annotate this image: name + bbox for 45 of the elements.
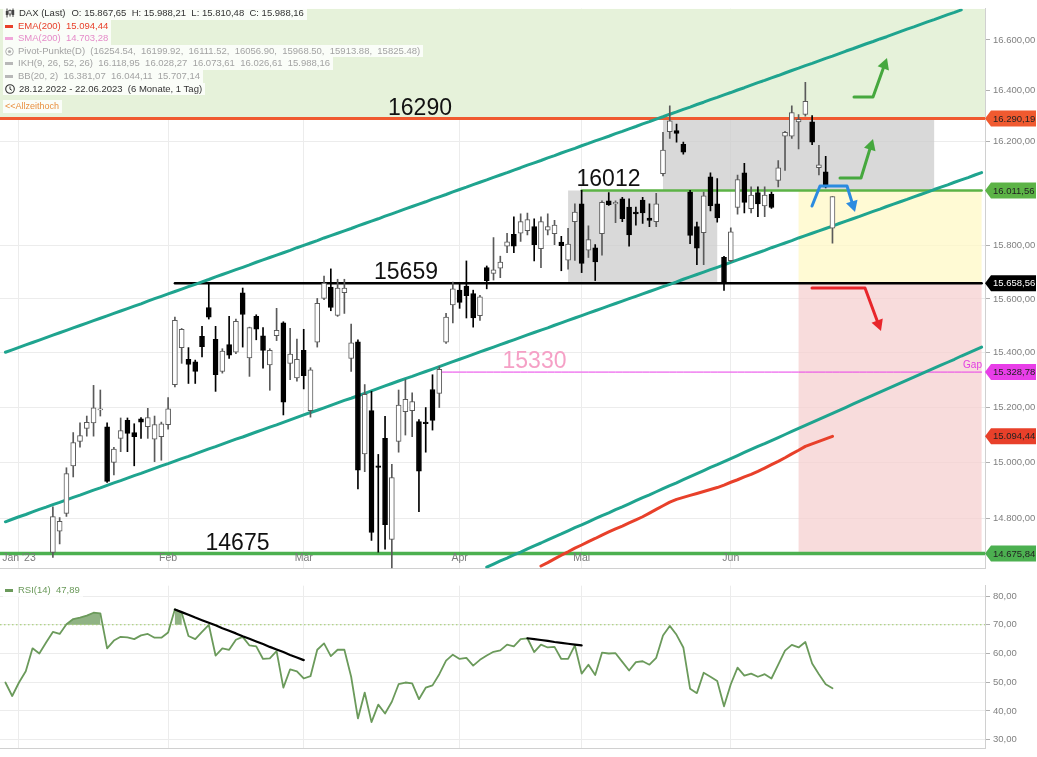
ref-line-label: 16.290,19 [993, 112, 1036, 124]
chart-title: DAX (Last) [19, 7, 66, 18]
y-tick-label: 15.800,00 [993, 239, 1036, 251]
candlestick [375, 454, 382, 553]
annotation: BB(20, 2) 16.381,07 16.044,11 15.707,14 [18, 69, 201, 81]
y-tick-label: 14.800,00 [993, 512, 1036, 524]
candlestick [287, 327, 293, 380]
y-tick-label: 16.600,00 [993, 33, 1036, 45]
annotation: SMA(200) 14.703,28 [18, 32, 109, 44]
y-tick-label: 15.658,56 [993, 277, 1036, 289]
y-tick-label: 15.094,44 [993, 430, 1036, 442]
x-tick-label: Mär [294, 551, 314, 564]
y-tick-label: 15.200,00 [993, 400, 1036, 412]
y-tick-label: 15.600,00 [993, 292, 1036, 304]
annotation: <<Allzeithoch [5, 101, 60, 112]
x-tick-label: Mai [573, 551, 591, 564]
chart-subtitle: O: 15.867,65 H: 15.988,21 L: 15.810,48 C: 15.988,16 [71, 7, 304, 18]
candlestick [131, 423, 138, 467]
ref-line-label: 14.675,84 [993, 547, 1036, 559]
x-tick-label: Apr [451, 551, 469, 564]
annotation: 16012 [576, 165, 641, 192]
annotation: 28.12.2022 - 22.06.2023 (6 Monate, 1 Tag) [19, 82, 203, 94]
x-tick-label: Jan '23 [2, 551, 36, 564]
annotation: IKH(9, 26, 52, 26) 16.118,95 16.028,27 16.073,61 16.026,61 15.988,16 [18, 57, 330, 69]
y-tick-label: 16.200,00 [993, 135, 1036, 147]
candlestick [138, 417, 144, 439]
annotation: 15330 [502, 347, 567, 374]
candlestick [782, 131, 788, 171]
annotation: 14675 [205, 528, 270, 555]
x-tick-label: Jun [722, 551, 740, 564]
y-tick-label: 15.000,00 [993, 456, 1036, 468]
y-tick-label: 15.328,78 [993, 366, 1036, 378]
candlestick [409, 392, 415, 438]
candlestick [558, 236, 565, 272]
x-tick-label: Feb [159, 551, 178, 564]
annotation: Pivot-Punkte(D) (16254.54, 16199.92, 16111.52, 16056.90, 15968.50, 15913.88, 15825.48) [18, 44, 421, 56]
candlestick [544, 213, 551, 236]
annotation: 16290 [388, 93, 452, 120]
annotation: 15659 [374, 258, 438, 285]
y-tick-label: 16.011,56 [993, 184, 1035, 196]
candlestick [572, 203, 578, 261]
y-tick-label: 15.400,00 [993, 346, 1036, 358]
annotation: Gap [963, 359, 983, 371]
y-tick-label: 16.400,00 [993, 84, 1036, 96]
legend-label: EMA(200) 15.094,44 [18, 19, 109, 31]
